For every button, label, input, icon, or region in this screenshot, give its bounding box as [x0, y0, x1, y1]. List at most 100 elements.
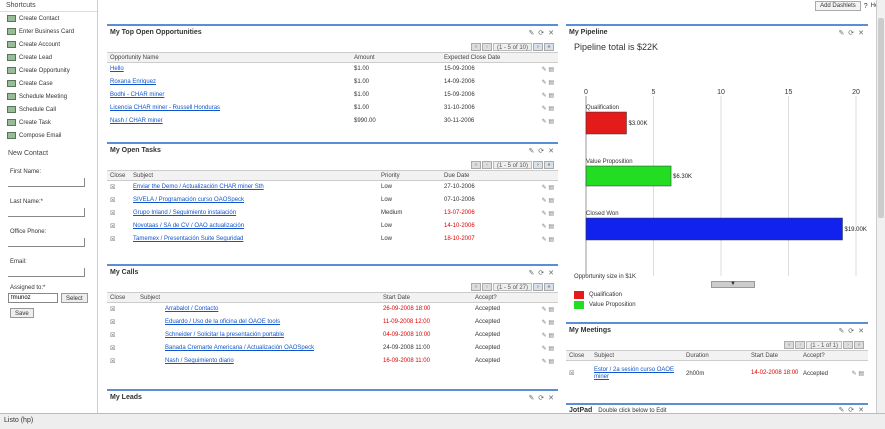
panel-controls[interactable]: ✎ ⟳ ✕ — [528, 29, 555, 37]
panel-controls[interactable]: ✎ ⟳ ✕ — [528, 269, 555, 277]
col-header[interactable]: Subject — [130, 170, 378, 181]
page-scrollbar[interactable] — [876, 0, 885, 413]
prev-page-button[interactable]: ‹ — [481, 160, 492, 169]
panel-controls[interactable]: ✎ ⟳ ✕ — [838, 407, 865, 414]
call-subject-link[interactable]: Eduardo / Uso de la oficina del OAOE too… — [165, 319, 281, 325]
panel-controls[interactable]: ✎ ⟳ ✕ — [838, 327, 865, 335]
row-actions[interactable]: ✎ ▤ — [541, 184, 554, 191]
save-contact-button[interactable]: Save — [10, 308, 34, 318]
row-actions[interactable]: ✎ ▤ — [541, 223, 554, 230]
row-actions[interactable]: ✎ ▤ — [541, 210, 554, 217]
shortcut-item[interactable]: Create Account — [0, 38, 97, 51]
col-header[interactable]: Opportunity Name — [107, 52, 351, 63]
shortcut-item[interactable]: Create Case — [0, 77, 97, 90]
row-actions[interactable]: ✎ ▤ — [541, 197, 554, 204]
last-page-button[interactable]: » — [544, 282, 554, 291]
email-field[interactable] — [8, 268, 85, 277]
delete-icon[interactable]: ☒ — [110, 332, 116, 339]
row-actions[interactable]: ✎ ▤ — [851, 371, 864, 378]
prev-page-button[interactable]: ‹ — [795, 340, 806, 349]
row-actions[interactable]: ✎ ▤ — [541, 332, 554, 339]
next-page-button[interactable]: › — [843, 340, 853, 349]
last-name-field[interactable] — [8, 208, 85, 217]
panel-controls[interactable]: ✎ ⟳ ✕ — [528, 147, 555, 155]
delete-icon[interactable]: ☒ — [110, 184, 116, 191]
delete-icon[interactable]: ☒ — [569, 371, 575, 378]
row-actions[interactable]: ✎ ▤ — [541, 79, 554, 86]
office-phone-field[interactable] — [8, 238, 85, 247]
pipeline-bar[interactable] — [585, 217, 843, 241]
row-actions[interactable]: ✎ ▤ — [541, 236, 554, 243]
delete-icon[interactable]: ☒ — [110, 197, 116, 204]
opportunity-link[interactable]: Roxana Enriquez — [110, 79, 157, 85]
opportunity-link[interactable]: Licencia CHAR miner - Russell Honduras — [110, 105, 221, 111]
scrollbar-thumb[interactable] — [878, 18, 884, 218]
last-page-button[interactable]: » — [854, 340, 864, 349]
call-subject-link[interactable]: Banada Cremarte Americana / Actualizació… — [165, 345, 315, 351]
shortcut-item[interactable]: Create Contact — [0, 12, 97, 25]
task-subject-link[interactable]: SIVELA / Programación curso OAOSpeck — [133, 197, 245, 203]
opportunity-link[interactable]: Bodhi - CHAR miner — [110, 92, 165, 98]
delete-icon[interactable]: ☒ — [110, 358, 116, 365]
prev-page-button[interactable]: ‹ — [481, 42, 492, 51]
opportunity-link[interactable]: Nash / CHAR miner — [110, 118, 163, 124]
next-page-button[interactable]: › — [533, 42, 543, 51]
col-header[interactable]: Subject — [591, 350, 683, 361]
help-icon[interactable]: ? — [863, 2, 868, 10]
delete-icon[interactable]: ☒ — [110, 210, 116, 217]
row-actions[interactable]: ✎ ▤ — [541, 105, 554, 112]
col-header[interactable]: Due Date — [441, 170, 533, 181]
col-header[interactable]: Accept? — [472, 292, 533, 303]
row-actions[interactable]: ✎ ▤ — [541, 66, 554, 73]
col-header[interactable]: Start Date — [380, 292, 472, 303]
call-subject-link[interactable]: Nash / Seguimiento diario — [165, 358, 234, 364]
delete-icon[interactable]: ☒ — [110, 236, 116, 243]
task-subject-link[interactable]: Novotaas / SA de CV / OAO actualización — [133, 223, 245, 229]
shortcut-item[interactable]: Enter Business Card — [0, 25, 97, 38]
first-page-button[interactable]: « — [784, 340, 795, 349]
chart-scroll-handle[interactable]: ▼ — [711, 281, 755, 288]
pipeline-bar[interactable] — [585, 111, 627, 135]
delete-icon[interactable]: ☒ — [110, 223, 116, 230]
meeting-subject-link[interactable]: Estor / 2a sesión curso OAOE miner — [594, 366, 675, 380]
shortcut-item[interactable]: Create Opportunity — [0, 64, 97, 77]
last-page-button[interactable]: » — [544, 160, 554, 169]
first-page-button[interactable]: « — [470, 42, 481, 51]
delete-icon[interactable]: ☒ — [110, 345, 116, 352]
shortcut-item[interactable]: Create Task — [0, 116, 97, 129]
task-subject-link[interactable]: Tamemex / Presentación Suite Seguridad — [133, 236, 244, 242]
col-header[interactable]: Duration — [683, 350, 748, 361]
col-header[interactable]: Expected Close Date — [441, 52, 533, 63]
col-header[interactable]: Accept? — [800, 350, 845, 361]
col-header[interactable]: Subject — [137, 292, 380, 303]
call-subject-link[interactable]: Schneider / Solicitar la presentación po… — [165, 332, 285, 338]
shortcut-item[interactable]: Compose Email — [0, 129, 97, 142]
pipeline-bar[interactable] — [585, 165, 672, 187]
delete-icon[interactable]: ☒ — [110, 319, 116, 326]
select-user-button[interactable]: Select — [61, 293, 88, 303]
row-actions[interactable]: ✎ ▤ — [541, 358, 554, 365]
panel-controls[interactable]: ✎ ⟳ ✕ — [838, 29, 865, 37]
next-page-button[interactable]: › — [533, 282, 543, 291]
add-dashlets-button[interactable]: Add Dashlets — [815, 1, 861, 11]
col-header[interactable]: Start Date — [748, 350, 800, 361]
delete-icon[interactable]: ☒ — [110, 306, 116, 313]
task-subject-link[interactable]: Grupo Inland / Seguimiento instalación — [133, 210, 237, 216]
prev-page-button[interactable]: ‹ — [481, 282, 492, 291]
first-page-button[interactable]: « — [470, 282, 481, 291]
shortcut-item[interactable]: Create Lead — [0, 51, 97, 64]
task-subject-link[interactable]: Enviar the Demo / Actualización CHAR min… — [133, 184, 264, 191]
row-actions[interactable]: ✎ ▤ — [541, 306, 554, 313]
row-actions[interactable]: ✎ ▤ — [541, 118, 554, 125]
panel-controls[interactable]: ✎ ⟳ ✕ — [528, 394, 555, 402]
last-page-button[interactable]: » — [544, 42, 554, 51]
col-header[interactable]: Amount — [351, 52, 441, 63]
row-actions[interactable]: ✎ ▤ — [541, 345, 554, 352]
call-subject-link[interactable]: Arrabalot / Contacto — [165, 306, 219, 313]
assigned-to-input[interactable] — [8, 293, 58, 303]
first-page-button[interactable]: « — [470, 160, 481, 169]
col-header[interactable]: Priority — [378, 170, 441, 181]
row-actions[interactable]: ✎ ▤ — [541, 92, 554, 99]
shortcut-item[interactable]: Schedule Meeting — [0, 90, 97, 103]
row-actions[interactable]: ✎ ▤ — [541, 319, 554, 326]
